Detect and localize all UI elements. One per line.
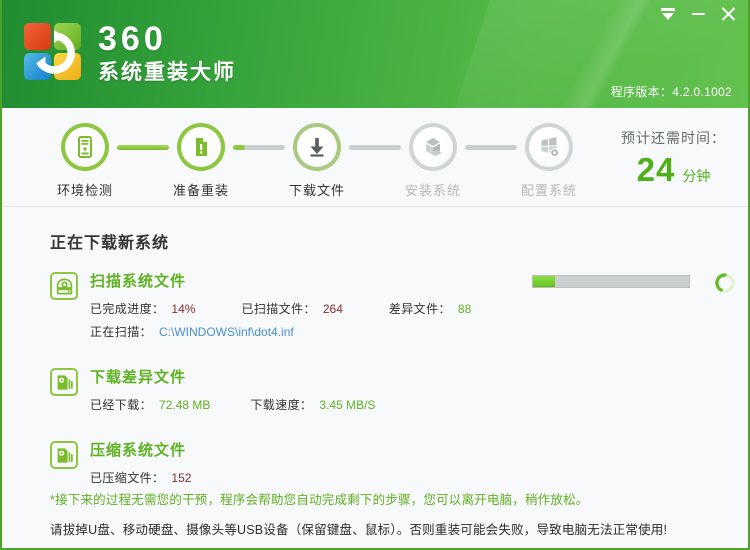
stat-key: 已压缩文件： [90, 471, 165, 485]
task-row-compress: 压缩系统文件 已压缩文件： 152 [50, 439, 748, 492]
windows-gear-icon [541, 137, 559, 157]
titlebar-controls [654, 0, 742, 28]
task-name-download: 下载差异文件 [90, 369, 187, 386]
step-progress-bar: 环境检测 准备重装 [2, 108, 748, 207]
stat-key: 差异文件： [388, 302, 451, 316]
step-item-3: 下载文件 [288, 123, 346, 199]
task-row-scan: 扫描系统文件 已完成进度： 14% 已扫描文件： 264 差异文件： 88 [50, 270, 748, 346]
eta-block: 预计还需时间： 24 分钟 [621, 128, 726, 189]
step-list: 环境检测 准备重装 [56, 123, 578, 199]
logo-mark [24, 22, 84, 83]
eta-minutes-value: 24 [636, 151, 676, 188]
main-content: 正在下载新系统 扫描系统文件 已完成进度： 14% [2, 207, 748, 492]
window-header: 360 系统重装大师 程序版本：4.2.0.1002 [2, 0, 748, 108]
step-item-2: 准备重装 [172, 123, 230, 199]
step-label-1: 环境检测 [56, 183, 113, 198]
step-label-2: 准备重装 [172, 183, 229, 198]
step-circle-2 [177, 123, 225, 171]
download-progress-bar [532, 275, 690, 288]
step-item-5: 配置系统 [520, 123, 578, 199]
step-item-4: 安装系统 [404, 123, 462, 199]
stat-key: 正在扫描： [90, 325, 153, 339]
stat-value: 14% [171, 302, 196, 316]
file-gear-glyph-icon [57, 374, 73, 390]
file-gear-glyph-icon [57, 447, 73, 463]
loading-spinner-icon [715, 273, 735, 293]
minimize-icon [691, 13, 705, 15]
download-progress-fill [533, 276, 555, 287]
task-row-download: 下载差异文件 已经下载： 72.48 MB 下载速度： 3.45 MB/S [50, 366, 748, 419]
logo-refresh-arrow-icon [36, 29, 75, 74]
harddisk-scan-icon [50, 272, 78, 300]
harddisk-glyph-icon [56, 278, 72, 294]
stat-downloaded: 已经下载： 72.48 MB [90, 396, 210, 413]
step-label-4: 安装系统 [404, 183, 461, 198]
task-currentfile-scan: 正在扫描： C:\WINDOWS\inf\dot4.inf [90, 323, 748, 340]
stat-compressed-files: 已压缩文件： 152 [90, 469, 191, 486]
logo-name: 360 [98, 20, 167, 58]
section-title: 正在下载新系统 [50, 235, 170, 252]
logo-wordmark: 360 系统重装大师 [98, 22, 236, 83]
stat-value: 152 [171, 471, 192, 485]
task-stats-download: 已经下载： 72.48 MB 下载速度： 3.45 MB/S [90, 396, 748, 413]
step-connector-2 [230, 123, 288, 171]
stat-value: 264 [322, 302, 343, 316]
stat-value: 72.48 MB [159, 398, 211, 412]
computer-tower-icon [78, 136, 92, 158]
step-circle-1 [61, 123, 109, 171]
progress-zone [532, 273, 735, 293]
footer-line-2: 请拔掉U盘、移动硬盘、摄像头等USB设备（保留键盘、鼠标）。否则重装可能会失败，… [50, 523, 668, 537]
task-name-compress: 压缩系统文件 [90, 442, 187, 459]
install-box-icon [426, 138, 442, 156]
task-body-scan: 扫描系统文件 已完成进度： 14% 已扫描文件： 264 差异文件： 88 [90, 270, 748, 346]
file-gear-icon-compress [50, 441, 78, 469]
step-label-3: 下载文件 [288, 183, 345, 198]
collapse-icon [661, 8, 675, 20]
close-button[interactable] [714, 1, 742, 27]
stat-key: 已扫描文件： [241, 302, 316, 316]
step-circle-5 [525, 123, 573, 171]
stat-value: C:\WINDOWS\inf\dot4.inf [159, 325, 294, 339]
collapse-button[interactable] [654, 1, 682, 27]
step-circle-3 [293, 123, 341, 171]
close-icon [721, 7, 735, 21]
stat-value: 88 [457, 302, 472, 316]
stat-scan-progress: 已完成进度： 14% [90, 300, 195, 317]
step-circle-4 [409, 123, 457, 171]
stat-key: 下载速度： [250, 398, 313, 412]
step-connector-1 [114, 123, 172, 171]
footer-notes: *接下来的过程无需您的干预，程序会帮助您自动完成剩下的步骤，您可以离开电脑，稍作… [2, 489, 748, 538]
minimize-button[interactable] [684, 1, 712, 27]
step-label-5: 配置系统 [520, 183, 577, 198]
stat-diff-files: 差异文件： 88 [389, 300, 471, 317]
stat-key: 已经下载： [90, 398, 153, 412]
step-connector-3 [346, 123, 404, 171]
eta-value-row: 24 分钟 [621, 151, 726, 189]
version-text: 程序版本：4.2.0.1002 [610, 85, 732, 99]
task-body-compress: 压缩系统文件 已压缩文件： 152 [90, 439, 748, 492]
stat-key: 已完成进度： [90, 302, 165, 316]
app-logo: 360 系统重装大师 [24, 22, 236, 83]
stat-scanned-files: 已扫描文件： 264 [241, 300, 342, 317]
task-body-download: 下载差异文件 已经下载： 72.48 MB 下载速度： 3.45 MB/S [90, 366, 748, 419]
logo-quadrant-red [24, 22, 51, 50]
logo-product-name: 系统重装大师 [98, 61, 236, 84]
stat-value: 3.45 MB/S [319, 398, 376, 412]
task-name-scan: 扫描系统文件 [90, 273, 187, 290]
stat-download-speed: 下载速度： 3.45 MB/S [250, 396, 375, 413]
stat-current-scan-path: 正在扫描： C:\WINDOWS\inf\dot4.inf [90, 323, 294, 340]
task-stats-scan: 已完成进度： 14% 已扫描文件： 264 差异文件： 88 [90, 300, 748, 317]
footer-line-1: *接下来的过程无需您的干预，程序会帮助您自动完成剩下的步骤，您可以离开电脑，稍作… [50, 493, 589, 507]
eta-minutes-unit: 分钟 [682, 168, 711, 184]
task-stats-compress: 已压缩文件： 152 [90, 469, 748, 486]
step-connector-4 [462, 123, 520, 171]
download-arrow-icon [310, 138, 324, 157]
eta-label: 预计还需时间： [621, 130, 726, 146]
step-item-1: 环境检测 [56, 123, 114, 199]
document-alert-icon [196, 138, 207, 156]
file-gear-icon-download [50, 368, 78, 396]
